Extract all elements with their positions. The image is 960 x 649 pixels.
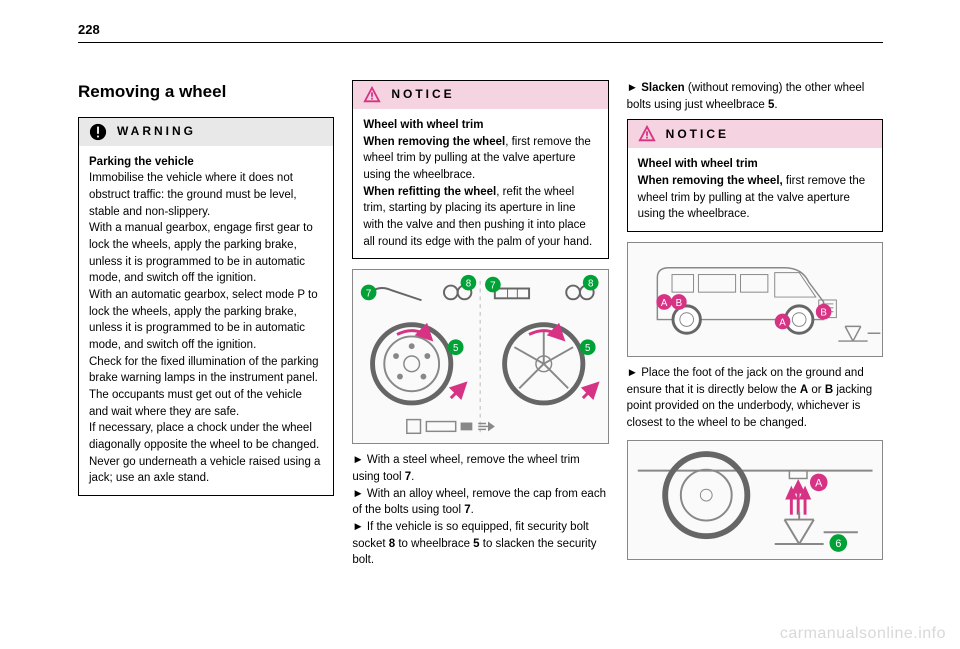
notice-2-line-bold: When removing the wheel, [638,175,783,187]
column-3: ► Slacken (without removing) the other w… [627,80,883,569]
b2-pre: ► With an alloy wheel, remove the cap fr… [352,488,606,517]
notice-icon [363,86,381,104]
b2-post: . [471,504,474,516]
c3-top-post: . [774,99,777,111]
label-A-jack: A [815,477,823,489]
notice-2-label: NOTICE [666,126,729,143]
notice-2-header: NOTICE [628,120,882,148]
c3-p2-A: A [800,384,808,396]
jack-under-wheel-figure: A 6 [627,440,883,560]
label-B-body: B [675,298,682,309]
warning-header: WARNING [79,118,333,146]
col3-top-line: ► Slacken (without removing) the other w… [627,80,883,113]
c3-p2-B: B [825,384,833,396]
c3-p2-mid: or [808,384,825,396]
notice-box-1: NOTICE Wheel with wheel trim When removi… [352,80,608,259]
notice-2-subtitle: Wheel with wheel trim [638,158,758,170]
warning-body: Parking the vehicle Immobilise the vehic… [79,146,333,495]
c3-top-bold: Slacken [641,82,684,94]
label-B-wheel: B [820,308,827,319]
label-5-left: 5 [453,343,459,354]
b1-post: . [411,471,414,483]
notice-1-label: NOTICE [391,86,454,103]
warning-label: WARNING [117,123,196,140]
col2-bullet-2: ► With an alloy wheel, remove the cap fr… [352,486,608,519]
notice-2-body: Wheel with wheel trim When removing the … [628,148,882,231]
notice-1-body: Wheel with wheel trim When removing the … [353,109,607,258]
top-rule [78,42,883,43]
label-5-right: 5 [585,343,591,354]
page-number: 228 [78,22,100,37]
label-A-body: A [661,298,668,309]
label-A-wheel: A [779,317,786,328]
watermark: carmanualsonline.info [780,625,946,643]
col2-bullet-3: ► If the vehicle is so equipped, fit sec… [352,519,608,569]
section-title: Removing a wheel [78,80,334,105]
notice-1-subtitle: Wheel with wheel trim [363,119,483,131]
warning-box: WARNING Parking the vehicle Immobilise t… [78,117,334,496]
label-8-right: 8 [588,279,593,290]
label-8-left: 8 [466,279,471,290]
notice-box-2: NOTICE Wheel with wheel trim When removi… [627,119,883,232]
notice-icon-2 [638,125,656,143]
wheel-tools-figure: 7 8 5 7 8 [352,269,608,444]
col3-para2: ► Place the foot of the jack on the grou… [627,365,883,432]
b3-mid: to wheelbrace [395,538,473,550]
label-7-right: 7 [490,281,495,292]
content-columns: Removing a wheel WARNING Parking the veh… [78,80,883,569]
warning-subtitle: Parking the vehicle [89,156,194,168]
notice-1-line1-bold: When removing the wheel [363,136,505,148]
label-7-left: 7 [366,289,371,300]
notice-1-line2-bold: When refitting the wheel [363,186,496,198]
label-6-jack: 6 [835,538,841,550]
col2-bullet-1: ► With a steel wheel, remove the wheel t… [352,452,608,485]
b1-pre: ► With a steel wheel, remove the wheel t… [352,454,579,483]
column-2: NOTICE Wheel with wheel trim When removi… [352,80,608,569]
vehicle-jacking-figure: A B A B [627,242,883,357]
warning-text: Immobilise the vehicle where it does not… [89,172,320,484]
notice-1-header: NOTICE [353,81,607,109]
warning-icon [89,123,107,141]
column-1: Removing a wheel WARNING Parking the veh… [78,80,334,569]
c3-top-pre: ► [627,82,642,94]
